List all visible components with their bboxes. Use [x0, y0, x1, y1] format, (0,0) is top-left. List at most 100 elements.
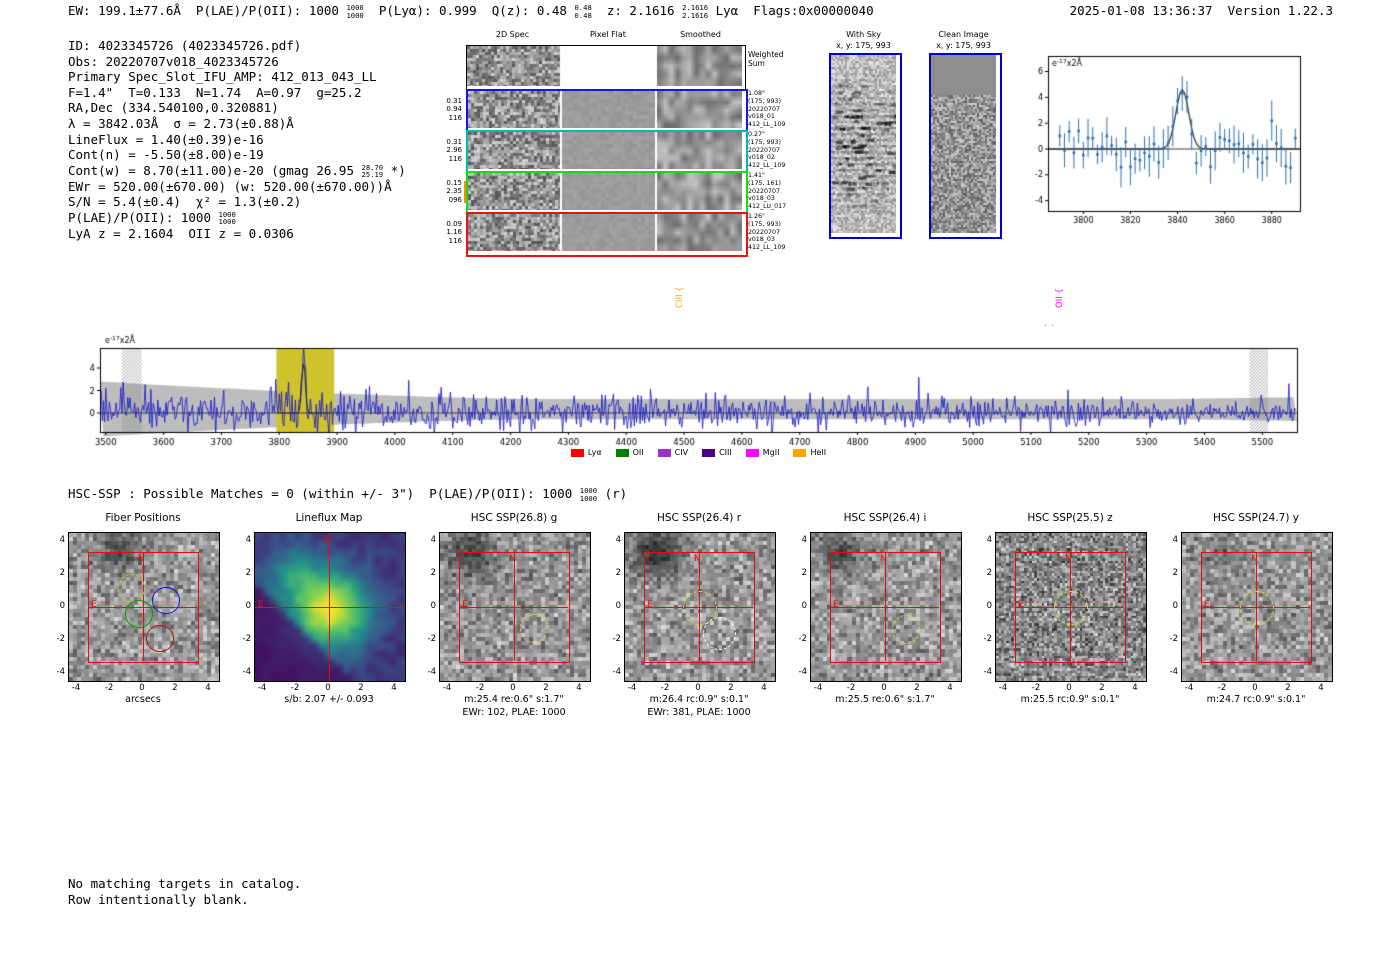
text-token: z: 2.1616 — [591, 3, 683, 18]
x-tick-label: 4 — [1132, 683, 1138, 693]
extraction-box — [88, 552, 199, 663]
fraction-lower: 25.19 — [361, 170, 384, 180]
with-sky-image — [831, 55, 896, 233]
x-tick-label: 0 — [510, 683, 516, 693]
fraction-upper: 2.1616 — [682, 3, 709, 13]
spec2d-fiber-row — [466, 130, 748, 175]
legend-label: HeII — [810, 448, 827, 457]
info-line: LineFlux = 1.40(±0.39)e-16 — [68, 132, 406, 148]
emission-line-label: CIII { — [674, 286, 685, 308]
full-spectrum-canvas — [55, 326, 1315, 462]
info-line: P(LAE)/P(OII): 1000 1000 1000 — [68, 210, 406, 226]
y-tick-label: 4 — [801, 535, 807, 545]
y-tick-label: 4 — [430, 535, 436, 545]
compass-north-label: N — [509, 554, 516, 564]
crosshair-vertical — [328, 533, 330, 681]
spec2d-weighted-image — [467, 46, 742, 86]
extraction-box — [459, 552, 570, 663]
y-tick-label: 4 — [1172, 535, 1178, 545]
crosshair-vertical — [513, 552, 515, 661]
extraction-box — [1201, 552, 1312, 663]
x-tick-label: 4 — [205, 683, 211, 693]
cutout-title: Fiber Positions — [105, 512, 181, 524]
y-tick-label: 0 — [1172, 601, 1178, 611]
legend-swatch — [702, 448, 716, 457]
x-tick-label: 0 — [881, 683, 887, 693]
fraction-lower: 1000 — [579, 493, 598, 503]
y-tick-label: 0 — [59, 601, 65, 611]
text-token: EWr = 520.00(±670.00) (w: 520.00(±670.00… — [68, 178, 392, 194]
y-tick-label: -4 — [242, 667, 251, 677]
x-tick-label: -4 — [442, 683, 452, 693]
legend-item: MgII — [745, 448, 779, 457]
stacked-fraction: 1000 1000 — [580, 487, 597, 502]
x-tick-label: 4 — [391, 683, 397, 693]
info-line: S/N = 5.4(±0.4) χ² = 1.3(±0.2) — [68, 194, 406, 210]
spec2d-weighted-strip — [466, 45, 746, 90]
y-tick-label: -2 — [612, 634, 621, 644]
cutout-caption: m:25.5 rc:0.9" s:0.1" — [1020, 694, 1120, 705]
sky-panel-xy: x, y: 175, 993 — [936, 41, 991, 50]
info-line: RA,Dec (334.540100,0.320881) — [68, 100, 406, 116]
text-token: P(Lyα): 0.999 Q(z): 0.48 — [363, 3, 575, 18]
crosshair-horizontal — [255, 606, 405, 608]
fraction-upper: 0.48 — [574, 3, 592, 13]
legend-item: OII — [615, 448, 644, 457]
spec2d-row-source-label: 1.08" (175, 993) 20220707 v018_01 412_LL… — [748, 90, 786, 129]
compass-north-label: N — [880, 554, 887, 564]
compass-north-label: N — [1251, 554, 1258, 564]
text-token: LineFlux = 1.40(±0.39)e-16 — [68, 131, 264, 147]
footer-line: Row intentionally blank. — [68, 891, 249, 907]
line-fit-plot-canvas — [1020, 46, 1304, 226]
aperture-circle — [703, 616, 737, 651]
sky-panel-xy: x, y: 175, 993 — [836, 41, 891, 50]
text-token: Cont(n) = -5.50(±8.00)e-19 — [68, 147, 264, 163]
compass-north-label: N — [324, 536, 331, 546]
stacked-fraction: 0.48 0.48 — [574, 4, 591, 19]
detection-info-panel: ID: 4023345726 (4023345726.pdf) Obs: 2022… — [68, 38, 406, 241]
spec2d-row-metrics: 0.31 2.96 116 — [446, 138, 462, 163]
spec2d-column-header: Pixel Flat — [590, 30, 626, 39]
text-token: S/N = 5.4(±0.4) χ² = 1.3(±0.2) — [68, 194, 302, 210]
compass-east-label: E — [1018, 600, 1024, 610]
info-line: ID: 4023345726 (4023345726.pdf) — [68, 38, 406, 54]
sky-panel-title: With Sky — [846, 30, 881, 39]
cutout-caption: m:26.4 rc:0.9" s:0.1" — [649, 694, 749, 705]
x-tick-label: -4 — [813, 683, 823, 693]
cutout-title: HSC SSP(26.8) g — [470, 512, 558, 524]
clean-image — [931, 55, 996, 233]
x-tick-label: 2 — [728, 683, 734, 693]
cutout-title: HSC SSP(24.7) y — [1212, 512, 1299, 524]
x-tick-label: -2 — [104, 683, 114, 693]
x-tick-label: -2 — [660, 683, 670, 693]
x-tick-label: -4 — [257, 683, 267, 693]
y-tick-label: 2 — [59, 568, 65, 578]
spec2d-row-image — [468, 91, 742, 128]
x-tick-label: -2 — [290, 683, 300, 693]
x-tick-label: 4 — [947, 683, 953, 693]
y-tick-label: -4 — [427, 667, 436, 677]
y-tick-label: 4 — [615, 535, 621, 545]
info-line: Primary Spec_Slot_IFU_AMP: 412_013_043_L… — [68, 69, 406, 85]
y-tick-label: 4 — [59, 535, 65, 545]
fiber-circle — [145, 624, 174, 653]
spec2d-fiber-row — [466, 212, 748, 257]
extraction-box — [1015, 552, 1126, 663]
aperture-circle — [1054, 591, 1088, 625]
cutout-caption: s/b: 2.07 +/- 0.093 — [284, 694, 374, 705]
text-token: F=1.4" T=0.133 N=1.74 A=0.97 g=25.2 — [68, 84, 362, 100]
y-tick-label: 2 — [245, 568, 251, 578]
fiber-circle — [125, 599, 153, 628]
fraction-upper: 1000 — [218, 209, 236, 219]
compass-east-label: E — [462, 600, 468, 610]
spec2d-fiber-row — [466, 89, 748, 134]
cutout-caption: EWr: 102, PLAE: 1000 — [462, 707, 566, 718]
orange-frame-marker — [463, 181, 466, 203]
aperture-circle — [683, 591, 717, 625]
spec2d-row-image — [468, 214, 742, 251]
y-tick-label: -4 — [1169, 667, 1178, 677]
cutout-title: HSC SSP(26.4) i — [843, 512, 927, 524]
x-tick-label: 0 — [695, 683, 701, 693]
extraction-box — [830, 552, 941, 663]
